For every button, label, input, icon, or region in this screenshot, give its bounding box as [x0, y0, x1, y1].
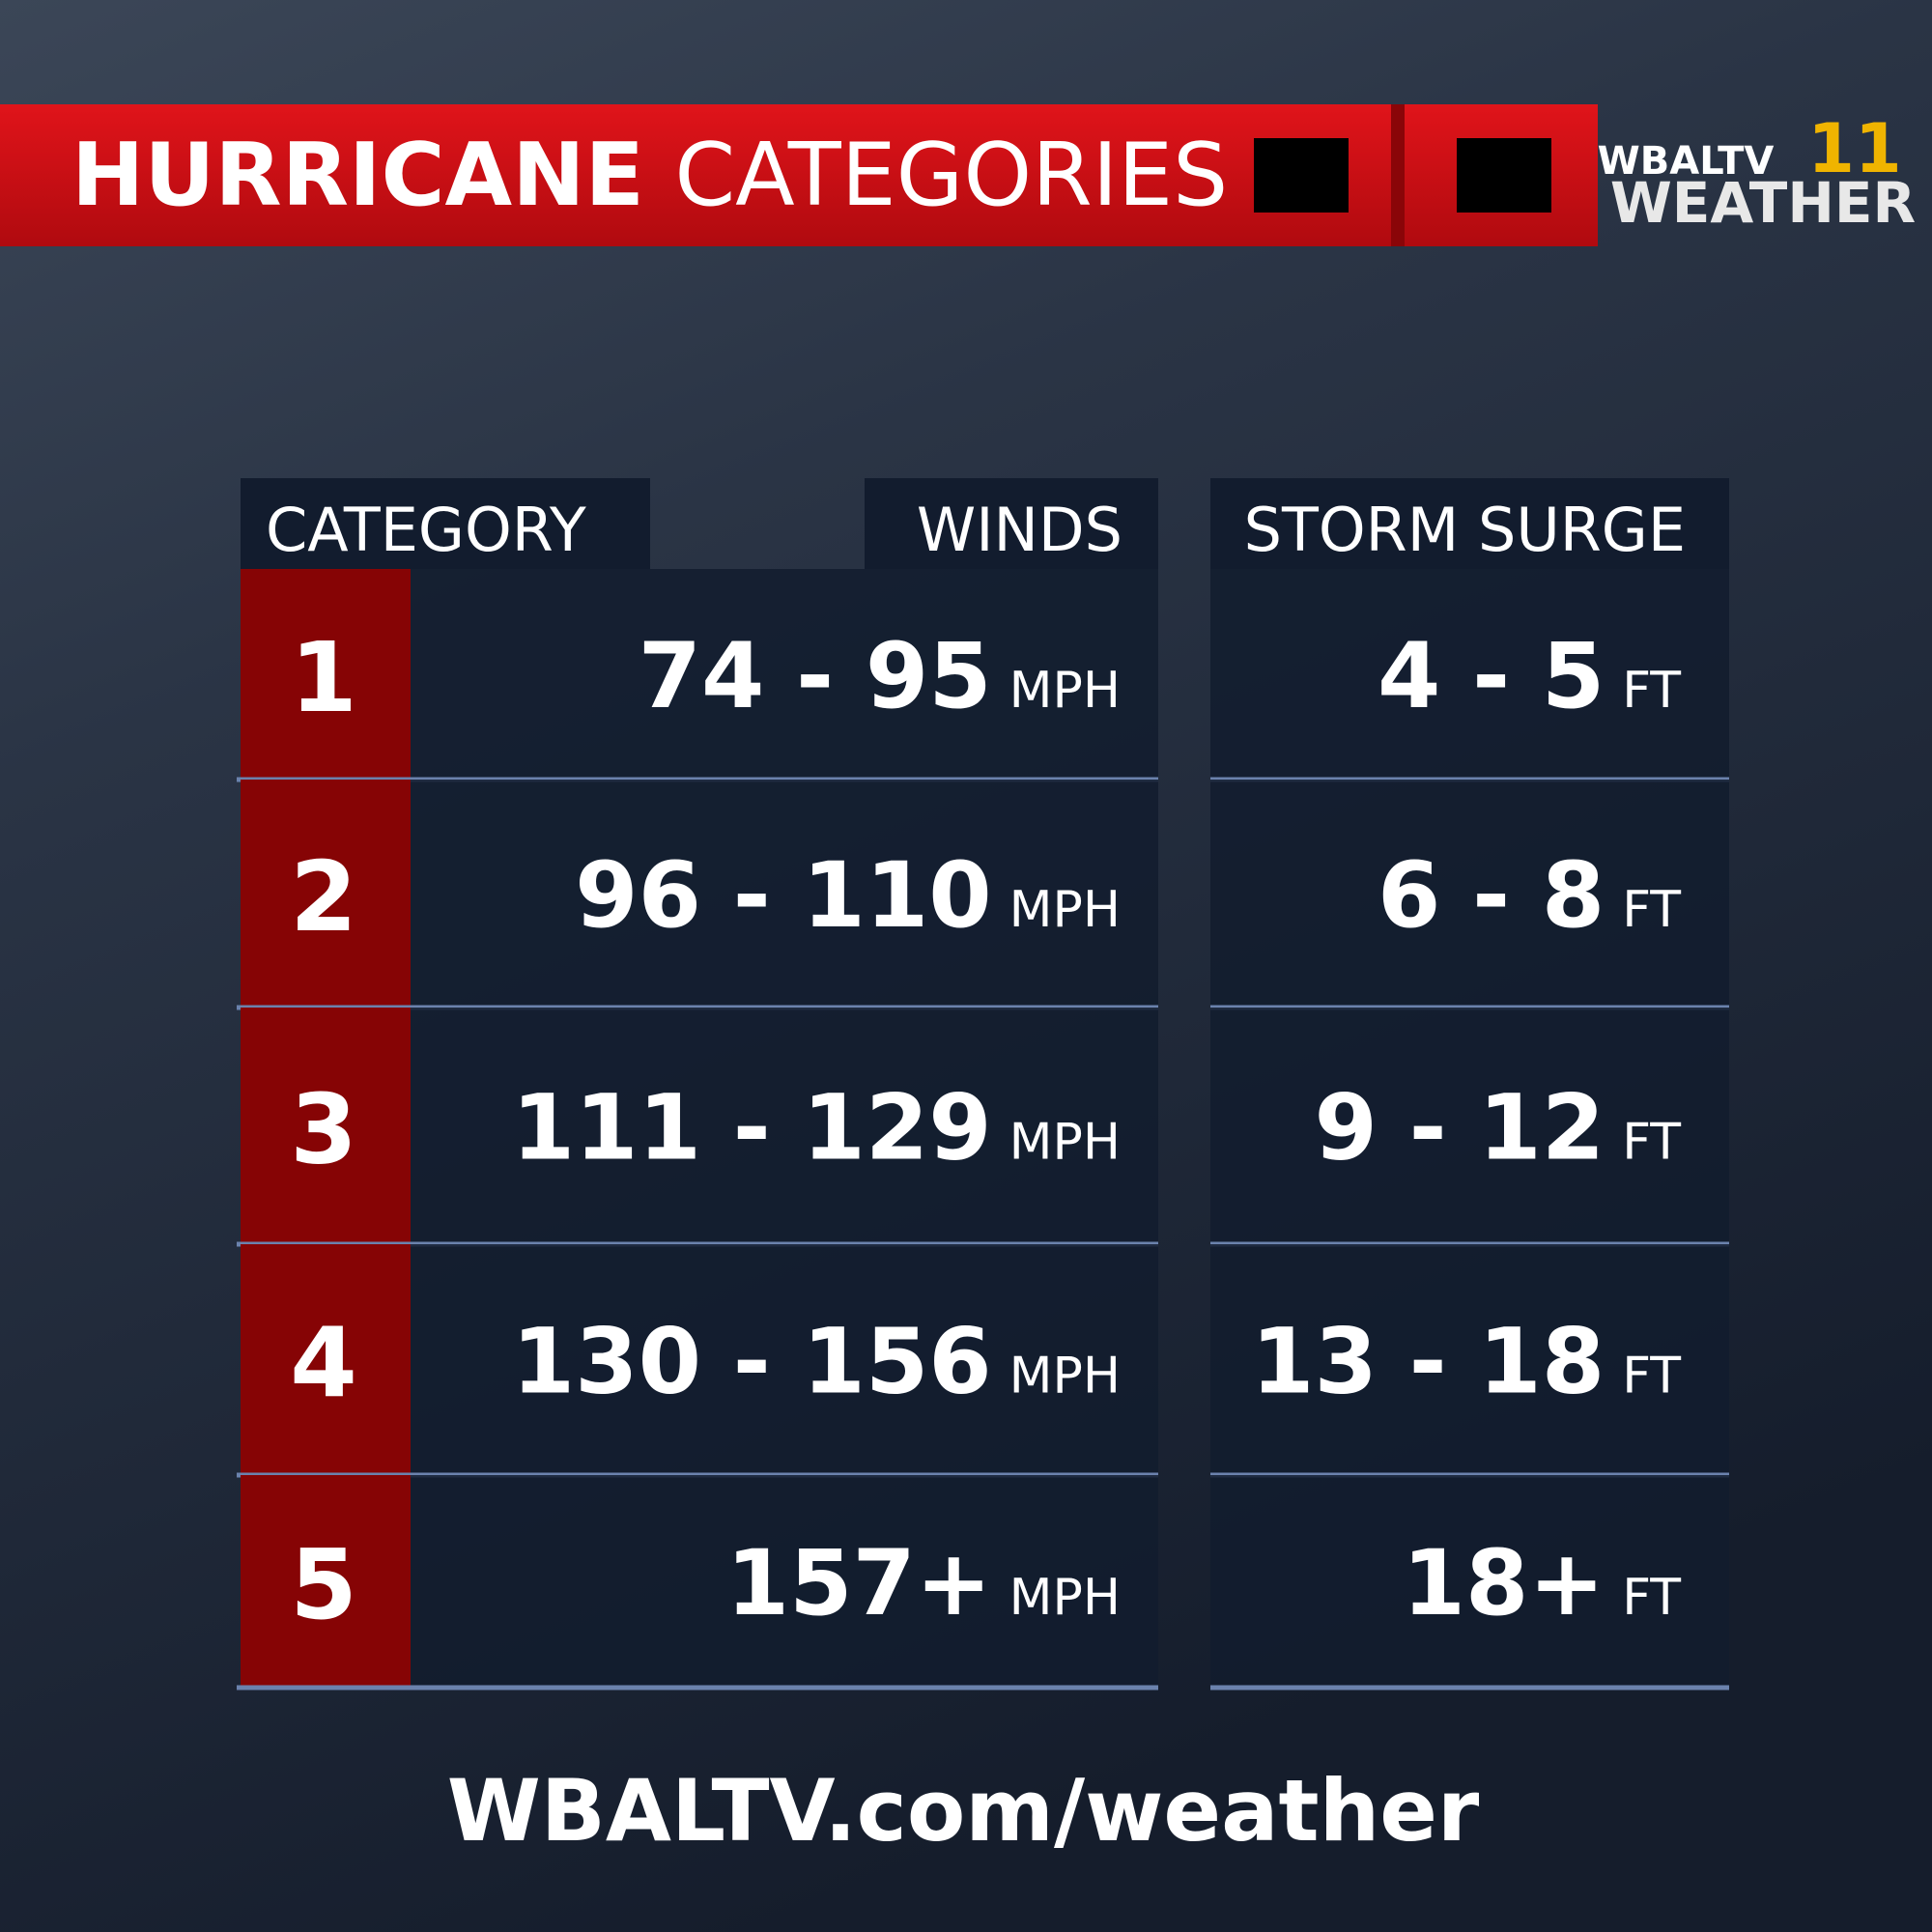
row-panel: [411, 780, 1158, 1008]
row-panel: [411, 569, 1158, 780]
header-cell: [865, 478, 1158, 569]
surge-unit: FT: [1622, 881, 1681, 939]
surge-value: 6 - 8 FT: [1378, 843, 1681, 949]
winds-unit: MPH: [1009, 1114, 1121, 1172]
surge-range: 4 - 5: [1378, 624, 1605, 729]
winds-value: 157+ MPH: [726, 1531, 1121, 1636]
winds-value: 130 - 156 MPH: [512, 1310, 1121, 1415]
footer: WBALTV.com/weather: [447, 1761, 1480, 1861]
winds-unit: MPH: [1009, 881, 1121, 939]
row-panel: [1210, 1244, 1729, 1475]
winds-range: 96 - 110: [575, 843, 992, 949]
category-number: 5: [290, 1528, 357, 1641]
header-label: STORM SURGE: [1244, 495, 1686, 565]
surge-value: 9 - 12 FT: [1315, 1076, 1682, 1181]
logo-bottom: WEATHER: [1610, 170, 1916, 236]
surge-unit: FT: [1622, 1114, 1681, 1172]
header-cell: [241, 478, 650, 569]
title-bold: HURRICANE: [71, 125, 644, 226]
title-block: [1457, 138, 1551, 213]
winds-unit: MPH: [1009, 1348, 1121, 1406]
surge-unit: FT: [1622, 1569, 1681, 1627]
row-panel: [411, 1475, 1158, 1688]
surge-value: 13 - 18 FT: [1251, 1310, 1681, 1415]
logo-top: WBALTV: [1598, 139, 1775, 184]
winds-range: 74 - 95: [639, 624, 992, 729]
winds-value: 111 - 129 MPH: [512, 1076, 1121, 1181]
row-panel: [1210, 1008, 1729, 1244]
header-label: WINDS: [917, 495, 1122, 565]
surge-range: 6 - 8: [1378, 843, 1605, 949]
row-panel: [411, 1008, 1158, 1244]
row-panel: [1210, 569, 1729, 780]
row-panel: [1210, 1475, 1729, 1688]
winds-range: 157+: [726, 1531, 992, 1636]
surge-value: 18+ FT: [1403, 1531, 1682, 1636]
winds-unit: MPH: [1009, 662, 1121, 720]
surge-range: 13 - 18: [1251, 1310, 1605, 1415]
surge-unit: FT: [1622, 662, 1681, 720]
title-block: [1254, 138, 1349, 213]
winds-value: 74 - 95 MPH: [639, 624, 1121, 729]
table: CATEGORY WINDS STORM SURGE 1 74 - 95 MPH 4 - 5…: [237, 478, 1729, 1690]
header-cell: [1210, 478, 1729, 569]
category-cell: [241, 1244, 411, 1475]
category-cell: [241, 1475, 411, 1688]
winds-range: 130 - 156: [512, 1310, 992, 1415]
title-rest: CATEGORIES: [674, 125, 1228, 226]
surge-value: 4 - 5 FT: [1378, 624, 1681, 729]
winds-unit: MPH: [1009, 1569, 1121, 1627]
category-cell: [241, 569, 411, 780]
surge-range: 9 - 12: [1315, 1076, 1605, 1181]
winds-range: 111 - 129: [512, 1076, 992, 1181]
category-number: 3: [290, 1073, 357, 1186]
row-panel: [1210, 780, 1729, 1008]
header-label: CATEGORY: [266, 495, 586, 565]
category-number: 2: [290, 840, 357, 953]
title-bar-divider: [1391, 104, 1405, 246]
category-number: 4: [290, 1307, 357, 1420]
row-panel: [411, 1244, 1158, 1475]
category-cell: [241, 780, 411, 1008]
surge-unit: FT: [1622, 1348, 1681, 1406]
title: HURRICANE CATEGORIES: [71, 125, 1228, 226]
category-number: 1: [290, 621, 357, 734]
category-cell: [241, 1008, 411, 1244]
winds-value: 96 - 110 MPH: [575, 843, 1121, 949]
logo-number: 11: [1807, 109, 1901, 188]
surge-range: 18+: [1403, 1531, 1605, 1636]
